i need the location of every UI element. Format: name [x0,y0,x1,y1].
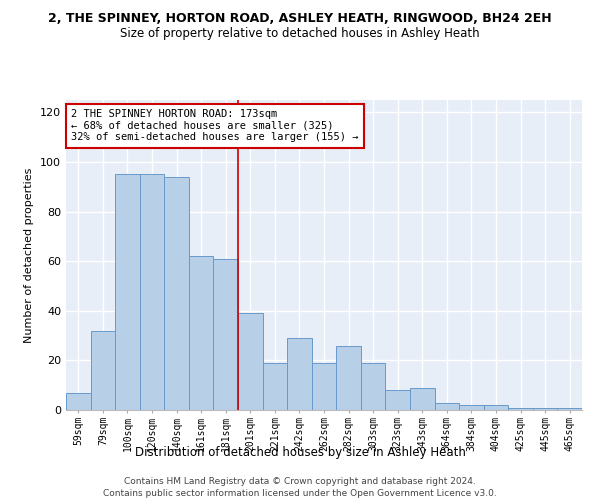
Bar [459,405,484,410]
Bar [66,392,91,410]
Text: Contains HM Land Registry data © Crown copyright and database right 2024.: Contains HM Land Registry data © Crown c… [124,478,476,486]
Bar [557,408,582,410]
Bar [91,330,115,410]
Bar [508,408,533,410]
Bar [115,174,140,410]
Bar [484,405,508,410]
Text: 2 THE SPINNEY HORTON ROAD: 173sqm
← 68% of detached houses are smaller (325)
32%: 2 THE SPINNEY HORTON ROAD: 173sqm ← 68% … [71,110,359,142]
Bar [238,314,263,410]
Y-axis label: Number of detached properties: Number of detached properties [25,168,34,342]
Bar [361,363,385,410]
Text: Size of property relative to detached houses in Ashley Heath: Size of property relative to detached ho… [120,28,480,40]
Bar [189,256,214,410]
Bar [140,174,164,410]
Bar [287,338,312,410]
Bar [214,258,238,410]
Bar [434,402,459,410]
Bar [312,363,336,410]
Bar [533,408,557,410]
Text: Distribution of detached houses by size in Ashley Heath: Distribution of detached houses by size … [134,446,466,459]
Bar [263,363,287,410]
Text: Contains public sector information licensed under the Open Government Licence v3: Contains public sector information licen… [103,489,497,498]
Bar [385,390,410,410]
Bar [410,388,434,410]
Bar [336,346,361,410]
Bar [164,177,189,410]
Text: 2, THE SPINNEY, HORTON ROAD, ASHLEY HEATH, RINGWOOD, BH24 2EH: 2, THE SPINNEY, HORTON ROAD, ASHLEY HEAT… [48,12,552,26]
